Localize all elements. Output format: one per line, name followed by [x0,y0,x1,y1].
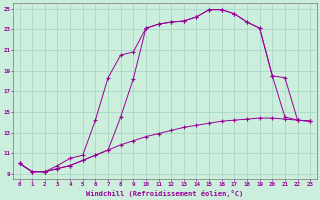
X-axis label: Windchill (Refroidissement éolien,°C): Windchill (Refroidissement éolien,°C) [86,190,244,197]
